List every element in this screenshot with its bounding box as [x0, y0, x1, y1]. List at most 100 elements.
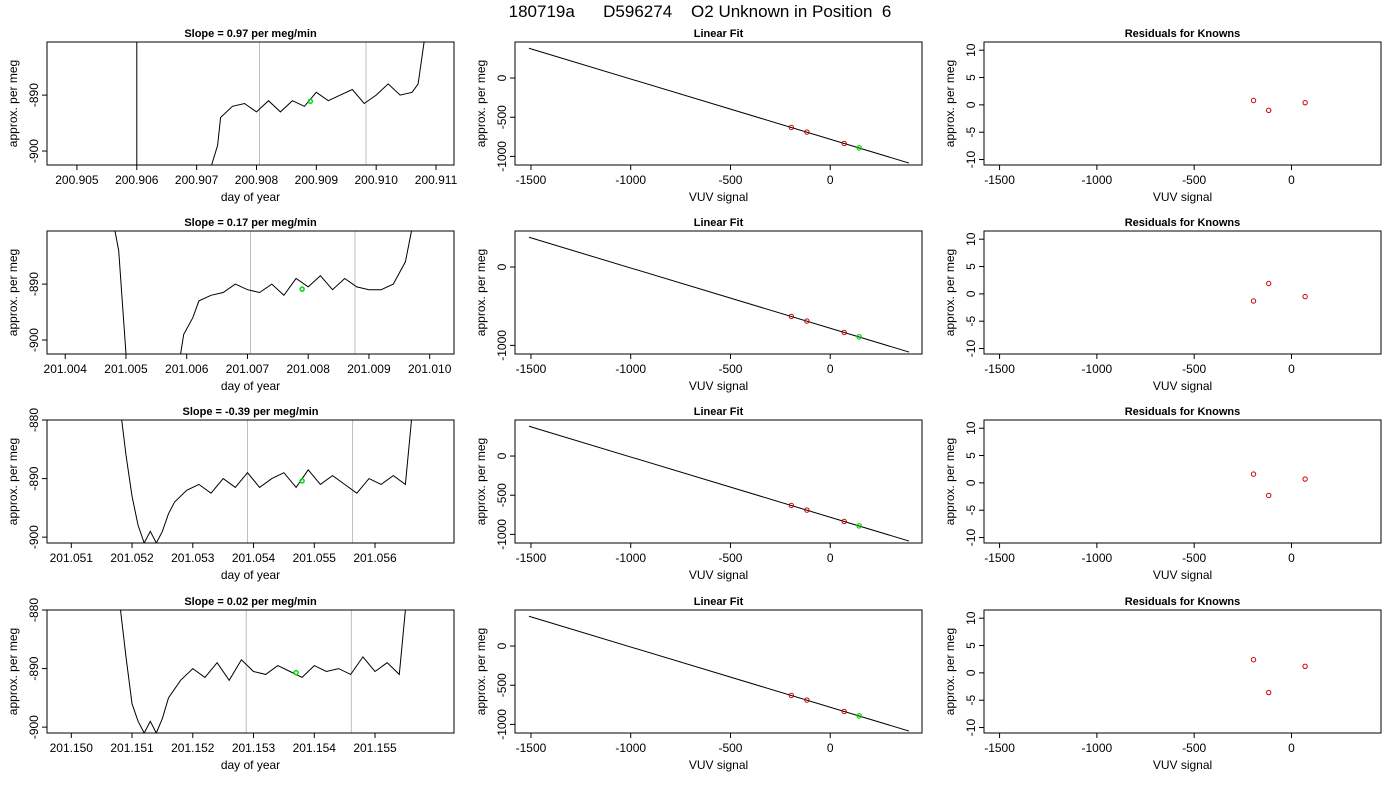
y-tick-label: -900	[27, 525, 41, 549]
y-axis-label: approx. per meg	[943, 628, 957, 715]
x-tick-label: 201.056	[353, 551, 397, 565]
residual-point	[1302, 99, 1308, 106]
residual-point	[1250, 298, 1257, 304]
y-axis-label: approx. per meg	[474, 249, 488, 336]
residual-point	[1250, 657, 1257, 663]
y-axis-label: approx. per meg	[6, 628, 20, 715]
plot-frame	[514, 419, 923, 544]
x-tick-label: 0	[1288, 173, 1295, 187]
fit-line	[528, 47, 910, 164]
x-tick-label: -500	[718, 173, 742, 187]
panel-r1-c1: Slope = 0.97 per meg/min 200.905 200.906 20…	[6, 28, 458, 204]
panel-r3-c1: Slope = -0.39 per meg/min 201.051 201.052 2…	[6, 406, 455, 582]
x-tick-label: 201.009	[347, 362, 391, 376]
y-axis-label: approx. per meg	[474, 60, 488, 147]
plot-frame	[514, 230, 923, 355]
y-tick-label: 0	[964, 101, 978, 108]
y-tick-label: 0	[495, 74, 509, 81]
plot-data	[1250, 97, 1308, 114]
unknown-point	[299, 478, 305, 484]
x-tick-label: 201.153	[232, 741, 276, 755]
x-tick-label: 0	[827, 362, 834, 376]
y-tick-label: 10	[964, 421, 978, 435]
signal-trace	[136, 42, 425, 165]
x-tick-label: -1500	[984, 551, 1015, 565]
y-tick-label: -500	[495, 673, 509, 697]
plot-data	[120, 610, 406, 733]
y-tick-label: -5	[964, 505, 978, 516]
plot-title: Residuals for Knowns	[1125, 406, 1241, 418]
panel-r4-c2: Linear Fit -1500 -1000 -500 0 -1000 -500 0 VUV s…	[474, 596, 923, 772]
panel-r1-c2: Linear Fit -1500 -1000 -500 0 -1000 -500 0 VUV s…	[474, 28, 923, 204]
plot-data	[528, 425, 910, 542]
unknown-point	[856, 145, 862, 151]
y-axis-label: approx. per meg	[474, 438, 488, 525]
y-tick-label: 10	[964, 43, 978, 57]
x-tick-label: 200.909	[295, 173, 339, 187]
known-point	[804, 318, 810, 324]
y-tick-label: 10	[964, 611, 978, 625]
x-tick-label: 200.906	[115, 173, 159, 187]
unknown-point	[856, 713, 862, 719]
y-tick-label: 0	[495, 452, 509, 459]
x-tick-label: 201.006	[165, 362, 209, 376]
residual-point	[1266, 689, 1272, 696]
x-tick-label: 201.151	[110, 741, 154, 755]
y-tick-label: -10	[964, 340, 978, 358]
x-tick-label: 200.905	[55, 173, 99, 187]
x-tick-label: -1500	[984, 173, 1015, 187]
x-tick-label: -1500	[984, 741, 1015, 755]
y-tick-label: -900	[27, 715, 41, 739]
y-tick-label: -880	[27, 598, 41, 622]
y-tick-label: -880	[27, 408, 41, 432]
known-point	[788, 124, 795, 131]
y-tick-label: 5	[964, 452, 978, 459]
y-tick-label: 10	[964, 232, 978, 246]
x-tick-label: -500	[1182, 173, 1206, 187]
unknown-point	[293, 669, 299, 676]
plot-title: Residuals for Knowns	[1125, 28, 1241, 40]
x-tick-label: -1500	[516, 741, 547, 755]
known-point	[841, 708, 847, 715]
plot-frame	[983, 419, 1382, 544]
y-tick-label: -890	[27, 272, 41, 296]
x-tick-label: -1000	[1082, 362, 1113, 376]
x-tick-label: -500	[718, 551, 742, 565]
x-tick-label: 201.053	[171, 551, 215, 565]
x-tick-label: -1500	[516, 173, 547, 187]
panel-r4-c3: Residuals for Knowns -1500 -1000 -500 0 -10 -5…	[943, 596, 1382, 772]
panel-r4-c1: Slope = 0.02 per meg/min 201.150 201.151 20…	[6, 596, 455, 772]
y-tick-label: 0	[964, 479, 978, 486]
y-axis-label: approx. per meg	[6, 438, 20, 525]
y-tick-label: 5	[964, 642, 978, 649]
x-tick-label: 0	[827, 173, 834, 187]
y-axis-label: approx. per meg	[943, 249, 957, 336]
x-tick-label: -1000	[615, 551, 646, 565]
residual-point	[1302, 663, 1308, 670]
known-point	[804, 507, 810, 513]
plot-frame	[983, 230, 1382, 355]
y-tick-label: -10	[964, 719, 978, 737]
fit-line	[528, 615, 910, 732]
plot-title: Linear Fit	[694, 28, 744, 40]
residual-point	[1266, 107, 1272, 114]
y-tick-label: 5	[964, 263, 978, 270]
unknown-point	[299, 286, 305, 292]
unknown-point	[307, 98, 314, 105]
x-tick-label: 201.010	[408, 362, 452, 376]
x-tick-label: 0	[827, 551, 834, 565]
residual-point	[1302, 476, 1308, 482]
x-tick-label: -500	[718, 362, 742, 376]
x-tick-label: 201.005	[104, 362, 148, 376]
panel-r2-c3: Residuals for Knowns -1500 -1000 -500 0 -10 -5…	[943, 217, 1382, 393]
x-tick-label: 201.004	[44, 362, 88, 376]
y-tick-label: 0	[964, 669, 978, 676]
y-axis-label: approx. per meg	[6, 249, 20, 336]
plot-data	[1250, 657, 1308, 696]
plot-frame	[46, 419, 455, 544]
y-tick-label: 0	[495, 642, 509, 649]
x-tick-label: 0	[827, 741, 834, 755]
plot-title: Linear Fit	[694, 596, 744, 608]
x-axis-label: VUV signal	[689, 758, 748, 772]
x-tick-label: -1000	[615, 362, 646, 376]
